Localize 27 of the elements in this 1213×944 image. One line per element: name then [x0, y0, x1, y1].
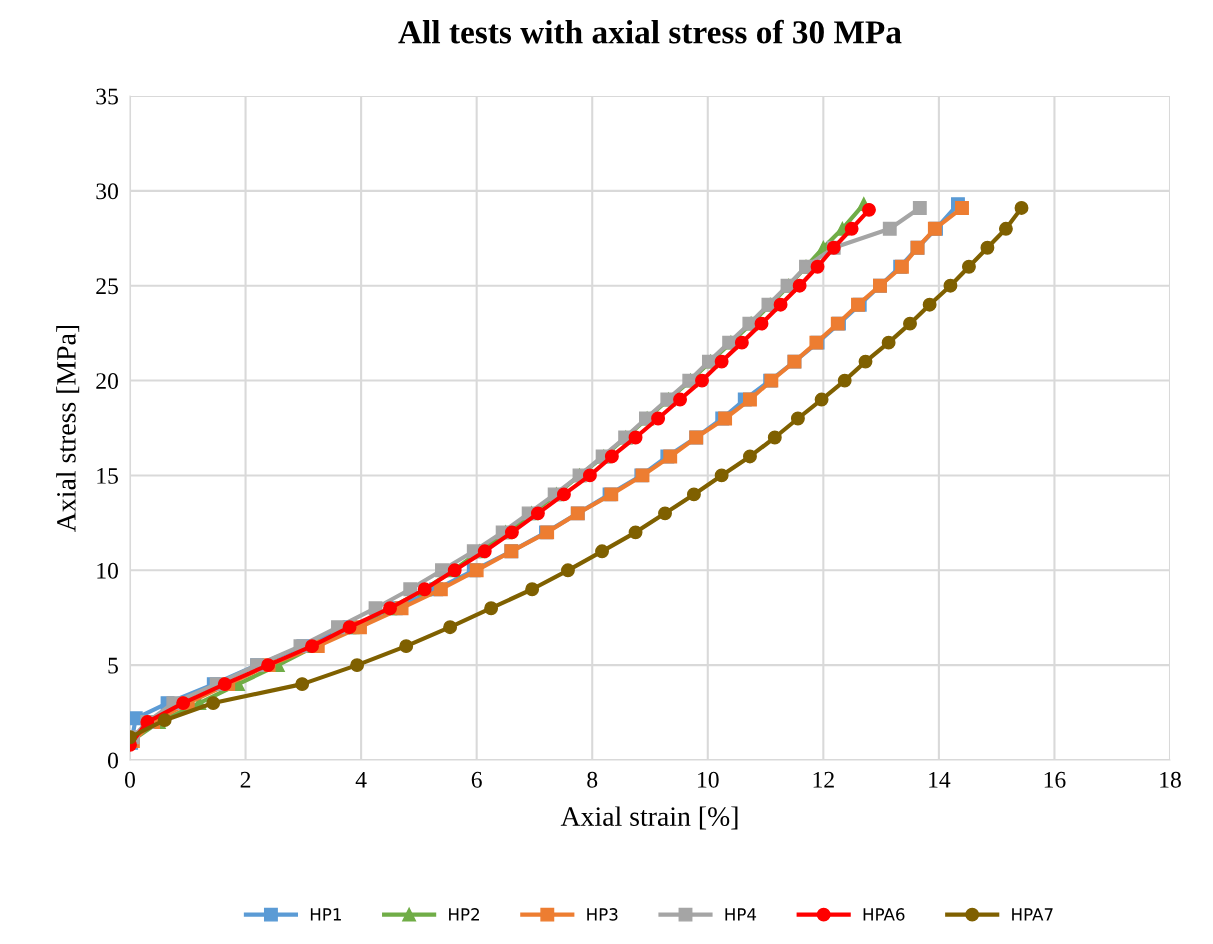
- x-tick-label: 4: [355, 771, 367, 788]
- y-tick-label: 20: [96, 373, 118, 389]
- x-tick-label: 16: [1044, 771, 1066, 788]
- x-tick-label: 12: [813, 771, 834, 788]
- x-tick-label: 18: [1160, 771, 1181, 788]
- y-tick-label: 0: [107, 752, 118, 769]
- y-tick-label: 15: [97, 468, 118, 484]
- x-tick-label: 8: [587, 771, 598, 788]
- y-tick-label: 10: [97, 562, 118, 579]
- x-tick-label: 2: [240, 771, 251, 788]
- legend-label: HP2: [449, 908, 479, 921]
- x-axis-title: Axial strain [%]: [560, 806, 738, 830]
- y-tick-label: 30: [96, 183, 118, 200]
- chart-title: All tests with axial stress of 30 MPa: [398, 19, 902, 44]
- x-tick-label: 10: [698, 771, 719, 788]
- x-tick-label: 14: [929, 771, 951, 788]
- y-tick-label: 25: [96, 278, 118, 295]
- legend-label: HP4: [725, 908, 757, 921]
- legend-label: HP3: [587, 908, 618, 921]
- y-axis-title: Axial stress [MPa]: [56, 325, 80, 532]
- legend-label: HPA6: [863, 908, 905, 921]
- y-tick-label: 35: [96, 88, 118, 105]
- y-tick-label: 5: [108, 657, 118, 674]
- x-tick-label: 6: [471, 771, 482, 788]
- legend-label: HPA7: [1012, 908, 1053, 921]
- x-tick-label: 0: [125, 771, 135, 788]
- legend-label: HP1: [310, 908, 341, 921]
